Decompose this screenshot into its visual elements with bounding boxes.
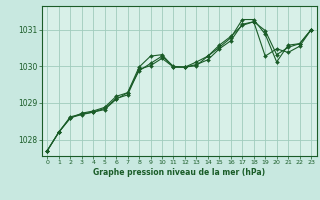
X-axis label: Graphe pression niveau de la mer (hPa): Graphe pression niveau de la mer (hPa) (93, 168, 265, 177)
